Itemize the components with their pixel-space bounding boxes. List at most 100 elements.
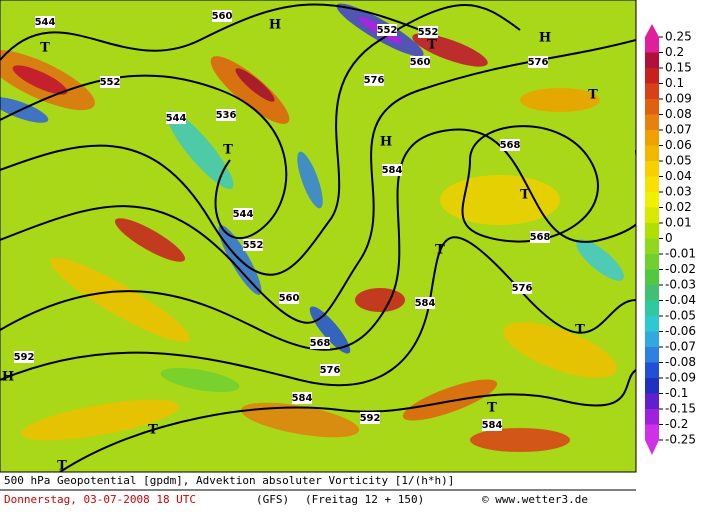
contour-label-bg <box>528 56 548 68</box>
footer-date: Donnerstag, 03-07-2008 18 UTC <box>4 493 196 506</box>
colorbar-label: -0.09 <box>665 371 696 385</box>
contour-line <box>0 4 521 276</box>
colorbar-label: -0.06 <box>665 324 696 338</box>
colorbar-arrow <box>645 24 659 37</box>
contour-label: 544 <box>35 17 56 28</box>
contour-label-bg <box>382 164 402 176</box>
colorbar-segment <box>645 424 659 441</box>
field-blob <box>21 399 179 441</box>
pressure-center: H <box>2 370 14 385</box>
contour-label-bg <box>512 282 532 294</box>
colorbar-label: 0.02 <box>665 200 692 214</box>
colorbar-segment <box>645 316 659 332</box>
contour-label-bg <box>100 76 120 88</box>
contour-label: 552 <box>377 25 398 36</box>
field-blob <box>470 428 570 452</box>
colorbar-segment <box>645 130 659 146</box>
contour-label-bg <box>233 208 253 220</box>
pressure-center: H <box>380 135 392 150</box>
colorbar-label: -0.05 <box>665 309 696 323</box>
contour-label: 560 <box>279 293 300 304</box>
field-blob <box>160 367 240 393</box>
field-blob <box>235 68 275 102</box>
contour-label-bg <box>360 412 380 424</box>
pressure-center: T <box>575 323 585 338</box>
contour-label-bg <box>377 24 397 36</box>
colorbar-segment <box>645 378 659 394</box>
contour-line <box>59 369 636 472</box>
colorbar-label: 0.2 <box>665 45 684 59</box>
pressure-center: T <box>148 423 158 438</box>
colorbar-segment <box>645 285 659 301</box>
contour-label: 568 <box>530 232 551 243</box>
contour-label: 584 <box>482 420 503 431</box>
contour-label-bg <box>14 351 34 363</box>
colorbar-label: 0.05 <box>665 154 692 168</box>
pressure-center: T <box>427 38 437 53</box>
pressure-center: T <box>40 41 50 56</box>
contour-label: 536 <box>216 110 237 121</box>
colorbar-label: 0.07 <box>665 123 692 137</box>
colorbar-segment <box>645 238 659 255</box>
contour-label: 552 <box>418 27 439 38</box>
colorbar-label: 0.01 <box>665 216 692 230</box>
contour-label: 544 <box>166 113 187 124</box>
colorbar-segment <box>645 99 659 115</box>
field-blob <box>210 56 290 124</box>
colorbar-segment <box>645 37 659 53</box>
colorbar-segment <box>645 68 659 84</box>
field-blob <box>402 379 498 421</box>
colorbar-segment <box>645 223 659 239</box>
field-blob <box>240 402 360 438</box>
footer-run: (Freitag 12 + 150) <box>305 493 424 506</box>
contour-label: 592 <box>14 352 35 363</box>
colorbar-label: 0.15 <box>665 61 692 75</box>
contour-label: 560 <box>410 57 431 68</box>
colorbar-label: -0.25 <box>665 433 696 447</box>
colorbar-label: 0.1 <box>665 76 684 90</box>
contour-line <box>461 125 599 243</box>
colorbar-segment <box>645 192 659 208</box>
field-blob <box>355 288 405 312</box>
contour-label: 584 <box>292 393 313 404</box>
colorbar-segment <box>645 269 659 286</box>
colorbar-label: -0.04 <box>665 293 696 307</box>
colorbar-label: 0.09 <box>665 92 692 106</box>
colorbar-label: -0.2 <box>665 417 688 431</box>
colorbar-label: -0.03 <box>665 278 696 292</box>
contour-label-bg <box>243 239 263 251</box>
colorbar-label: 0.03 <box>665 185 692 199</box>
contour-label-bg <box>292 392 312 404</box>
pressure-center: T <box>57 459 67 474</box>
colorbar-segment <box>645 83 659 100</box>
colorbar-label: -0.15 <box>665 402 696 416</box>
colorbar-segment <box>645 300 659 317</box>
colorbar-segment <box>645 176 659 193</box>
contour-label-bg <box>530 231 550 243</box>
contour-label: 592 <box>360 413 381 424</box>
colorbar-segment <box>645 393 659 410</box>
field-blob <box>576 239 624 281</box>
colorbar-label: -0.08 <box>665 355 696 369</box>
contour-label: 576 <box>364 75 385 86</box>
colorbar-segment <box>645 114 659 131</box>
contour-label: 584 <box>415 298 436 309</box>
colorbar-label: -0.02 <box>665 262 696 276</box>
contour-label: 576 <box>512 283 533 294</box>
colorbar: 0.250.2 0.150.1 0.090.08 0.070.06 0.050.04 0.… <box>645 24 696 455</box>
contour-label: 560 <box>212 11 233 22</box>
colorbar-label: -0.1 <box>665 386 688 400</box>
contour-label: 584 <box>382 165 403 176</box>
contour-label-bg <box>482 419 502 431</box>
field-blob <box>115 218 185 262</box>
pressure-center: H <box>269 18 281 33</box>
field-blob <box>412 33 488 67</box>
contour-line <box>0 3 421 61</box>
colorbar-segment <box>645 52 659 69</box>
colorbar-label: 0 <box>665 231 673 245</box>
contour-label-bg <box>320 364 340 376</box>
pressure-center: T <box>223 143 233 158</box>
colorbar-label: 0.06 <box>665 138 692 152</box>
footer-title: 500 hPa Geopotential [gpdm], Advektion a… <box>4 474 454 487</box>
colorbar-label: 0.04 <box>665 169 692 183</box>
